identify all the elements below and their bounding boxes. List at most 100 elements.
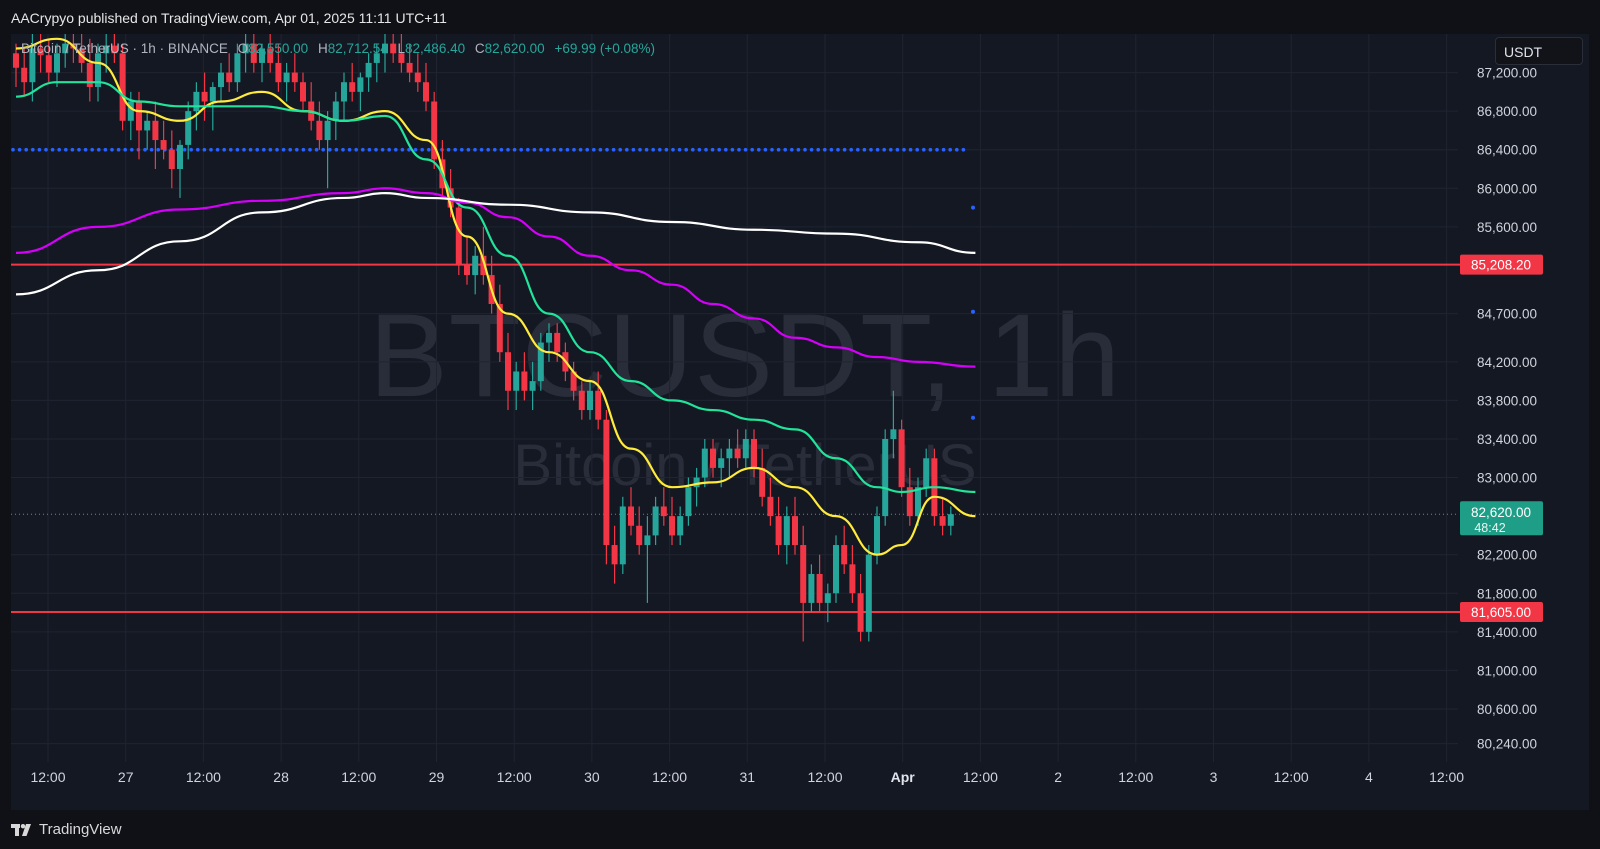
candle-body xyxy=(554,332,561,353)
currency-button[interactable]: USDT xyxy=(1495,37,1583,65)
dotted-level-dot xyxy=(869,147,873,152)
y-tick-label: 80,600.00 xyxy=(1477,702,1537,717)
dotted-level-dot xyxy=(295,147,299,152)
dotted-level-dot xyxy=(519,147,523,152)
dotted-level-dot xyxy=(493,147,497,152)
ohlc-legend: Bitcoin / TetherUS · 1h · BINANCE O82,55… xyxy=(21,41,655,56)
candle-body xyxy=(168,149,175,169)
dotted-level-dot xyxy=(658,147,662,152)
dotted-level-dot xyxy=(948,147,952,152)
candle-body xyxy=(414,72,421,83)
legend-high: 82,712.54 xyxy=(327,41,388,56)
dotted-level-dot xyxy=(97,147,101,152)
candle-body xyxy=(718,458,725,468)
candle-body xyxy=(209,87,216,102)
dotted-level-dot xyxy=(110,147,114,152)
candle-body xyxy=(824,593,831,603)
candle-body xyxy=(201,91,208,102)
legend-open: 82,550.00 xyxy=(248,41,309,56)
dotted-level-dot xyxy=(710,147,715,152)
x-tick-label: 12:00 xyxy=(963,769,998,785)
candle-body xyxy=(406,62,413,73)
dotted-level-dot xyxy=(677,147,682,152)
dotted-level-dot xyxy=(413,147,418,152)
legend-close-label: C xyxy=(474,41,485,56)
last-price-label: 82,620.00 xyxy=(1471,505,1531,520)
candle-body xyxy=(857,593,864,632)
dotted-level-dot xyxy=(625,147,629,152)
candle-body xyxy=(152,120,159,141)
candle-body xyxy=(587,390,593,411)
dotted-level-dot xyxy=(11,147,15,152)
candle-body xyxy=(570,371,577,391)
candle-body xyxy=(45,55,52,73)
candle-body xyxy=(13,53,19,68)
candle-body xyxy=(619,506,626,565)
dotted-level-dot xyxy=(750,147,754,152)
dotted-level-dot xyxy=(585,147,589,152)
y-tick-label: 81,800.00 xyxy=(1477,586,1537,601)
candle-body xyxy=(603,419,610,546)
dotted-level-dot xyxy=(717,147,721,152)
dotted-level-dot xyxy=(809,147,814,152)
dotted-level-dot xyxy=(31,147,35,152)
dotted-level-dot xyxy=(103,147,108,152)
dotted-level-dot xyxy=(268,147,273,152)
dotted-level-dot xyxy=(420,147,425,152)
dotted-level-dot xyxy=(618,147,622,152)
legend-change: +69.99 (+0.08%) xyxy=(554,41,656,56)
candle-body xyxy=(915,487,921,517)
candle-body xyxy=(529,381,536,391)
ema-line xyxy=(15,191,976,296)
dotted-level-dot xyxy=(116,147,121,152)
dotted-level-dot xyxy=(928,147,933,152)
dotted-level-dot xyxy=(77,147,81,152)
dotted-level-dot xyxy=(255,147,259,152)
candle-body xyxy=(800,545,807,603)
x-tick-label: Apr xyxy=(891,769,916,785)
x-tick-label: 12:00 xyxy=(652,769,687,785)
candle-body xyxy=(808,573,815,603)
dotted-level-dot xyxy=(427,147,431,152)
dotted-level-dot xyxy=(836,147,840,152)
dotted-level-dot xyxy=(288,147,293,152)
dotted-level-dot xyxy=(387,147,392,152)
candle-body xyxy=(349,82,356,92)
dotted-level-dot xyxy=(730,147,735,152)
dotted-level-dot xyxy=(209,147,213,152)
chart-frame[interactable] xyxy=(11,34,1589,810)
y-tick-label: 86,000.00 xyxy=(1477,181,1537,196)
candle-body xyxy=(283,72,290,83)
candle-body xyxy=(546,332,552,343)
legend-open-label: O xyxy=(237,41,249,56)
ema-line xyxy=(15,81,976,494)
dotted-level-dot xyxy=(763,147,768,152)
candle-body xyxy=(726,448,733,459)
candle-body xyxy=(652,506,659,536)
candle-body xyxy=(742,438,749,459)
candle-body xyxy=(54,53,60,73)
legend-close: 82,620.00 xyxy=(484,41,545,56)
dotted-level-dot xyxy=(770,147,774,152)
x-tick-label: 12:00 xyxy=(807,769,842,785)
dotted-level-dot xyxy=(334,147,339,152)
x-tick-label: 12:00 xyxy=(1274,769,1309,785)
candle-body xyxy=(86,62,93,88)
tradingview-logo[interactable]: TradingView xyxy=(11,821,122,838)
dotted-level-dot xyxy=(598,147,603,152)
candle-body xyxy=(505,352,511,391)
bar-countdown: 48:42 xyxy=(1474,521,1505,535)
dotted-level-dot xyxy=(691,147,695,152)
dotted-level-dot xyxy=(941,147,946,152)
candle-body xyxy=(324,120,331,141)
candle-body xyxy=(734,448,741,459)
candle-body xyxy=(685,487,692,517)
dotted-level-dot xyxy=(394,147,398,152)
dotted-level-dot xyxy=(367,147,372,152)
dotted-level-dot xyxy=(644,147,649,152)
candle-body xyxy=(365,62,372,78)
y-tick-label: 83,400.00 xyxy=(1477,432,1537,447)
candle-body xyxy=(816,573,823,603)
